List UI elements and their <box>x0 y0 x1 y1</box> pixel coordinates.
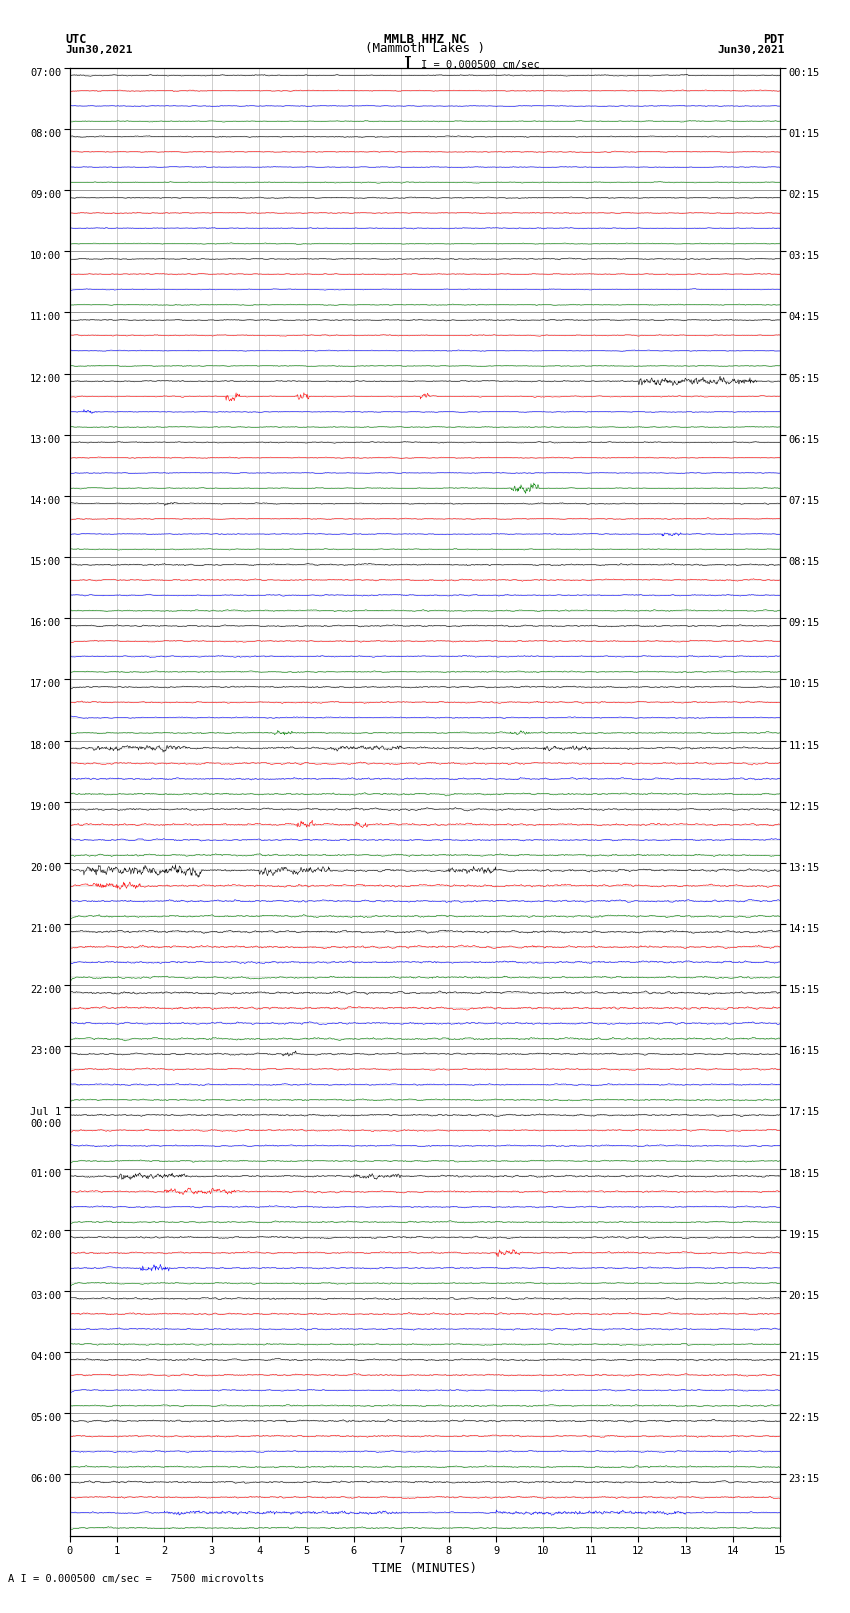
Text: Jun30,2021: Jun30,2021 <box>65 45 133 55</box>
Text: I = 0.000500 cm/sec: I = 0.000500 cm/sec <box>421 60 540 69</box>
Text: PDT: PDT <box>763 32 785 45</box>
Text: UTC: UTC <box>65 32 87 45</box>
Text: Jun30,2021: Jun30,2021 <box>717 45 785 55</box>
X-axis label: TIME (MINUTES): TIME (MINUTES) <box>372 1561 478 1574</box>
Text: A I = 0.000500 cm/sec =   7500 microvolts: A I = 0.000500 cm/sec = 7500 microvolts <box>8 1574 264 1584</box>
Text: MMLB HHZ NC: MMLB HHZ NC <box>383 32 467 45</box>
Text: (Mammoth Lakes ): (Mammoth Lakes ) <box>365 42 485 55</box>
